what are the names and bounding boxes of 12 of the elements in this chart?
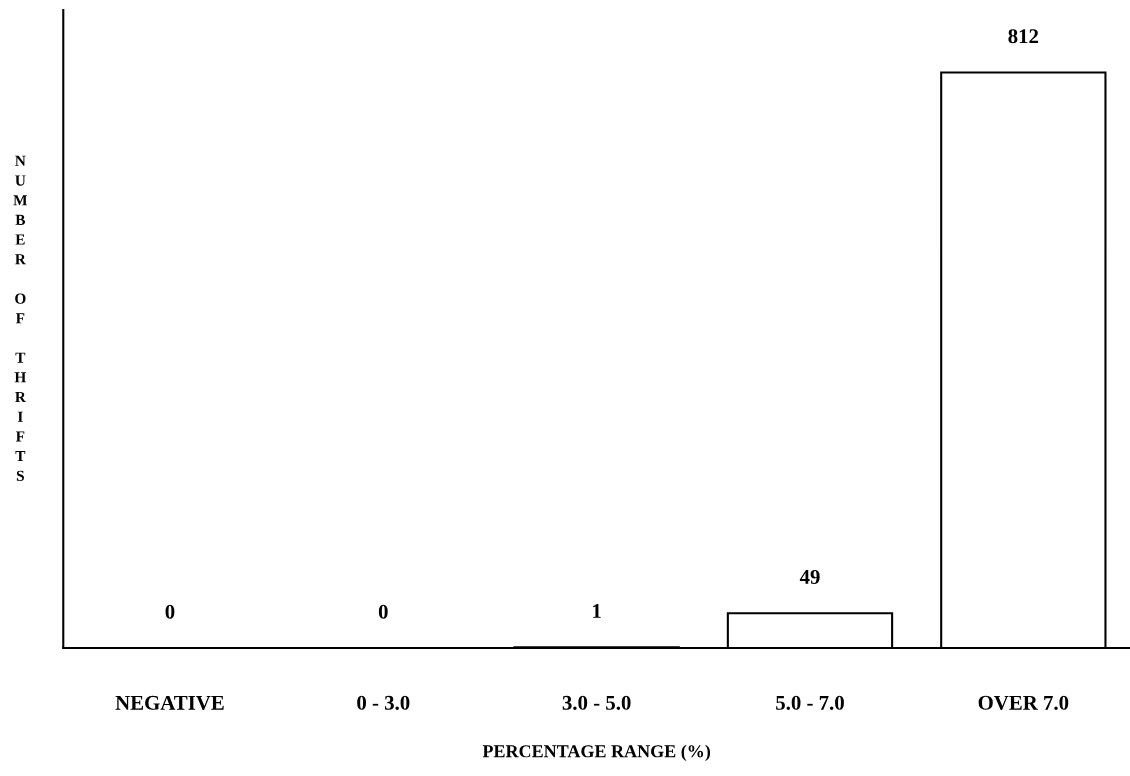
text: NUMBER OF THRIFTS: [13, 155, 28, 481]
data-label: 0: [165, 604, 175, 619]
data-label: 812: [1008, 29, 1039, 44]
data-label: 1: [593, 604, 601, 618]
x-axis-title: PERCENTAGE RANGE (%): [482, 744, 711, 762]
x-tick-label: 3.0 - 5.0: [562, 695, 631, 710]
data-label: 0: [378, 604, 388, 619]
x-tick-label: NEGATIVE: [115, 695, 224, 710]
data-label: 49: [799, 570, 820, 584]
x-tick-label: OVER 7.0: [978, 695, 1069, 710]
x-tick-label: 5.0 - 7.0: [776, 695, 844, 710]
x-tick-label: 0 - 3.0: [357, 695, 410, 710]
